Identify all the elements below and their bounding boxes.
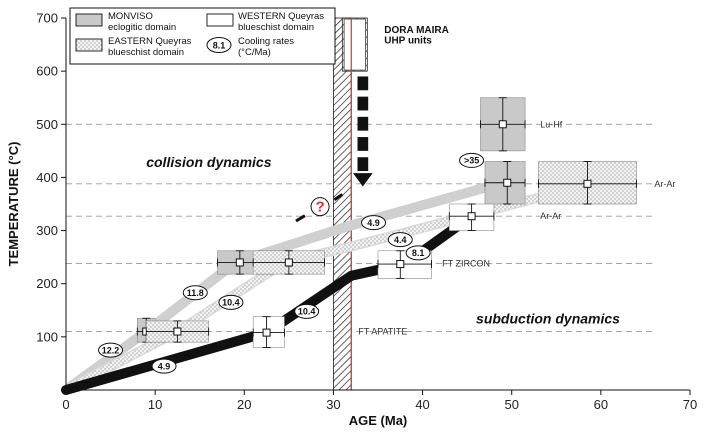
cooling-rate-label: 11.8	[187, 288, 204, 298]
x-tick-label: 70	[683, 397, 697, 412]
cooling-rate-labels: 12.2 4.9 11.8 10.4 10.4 4.9 4.4 8.1 >35?	[98, 152, 485, 374]
cooling-rate-label: 12.2	[102, 345, 120, 355]
arrow-dash	[357, 116, 369, 131]
y-tick-label: 200	[36, 276, 58, 291]
cooling-rate-badge	[218, 294, 244, 310]
eastern-data-point	[284, 258, 293, 267]
reference-lines: Lu-Hf Ar-Ar Ar-Ar FT ZIRCON FT APATITE	[66, 119, 675, 337]
cooling-rate-label: >35	[464, 156, 479, 166]
arrow-dash	[357, 76, 369, 91]
y-tick-label: 300	[36, 223, 58, 238]
arrow-dash	[357, 137, 369, 151]
dynamics-annotation: subduction dynamics	[476, 311, 620, 327]
monviso-data-point	[503, 178, 512, 187]
cooling-rate-badge	[294, 303, 320, 319]
x-tick-label: 50	[504, 397, 518, 412]
reference-line-label: FT ZIRCON	[442, 259, 490, 269]
x-tick-label: 20	[237, 397, 251, 412]
cooling-rate-label: 10.4	[222, 298, 240, 308]
monviso-data-point	[235, 258, 244, 267]
legend-sublabel: blueschist domain	[238, 22, 314, 33]
question-badge	[310, 197, 330, 217]
x-tick-label: 10	[148, 397, 162, 412]
y-tick-label: 600	[36, 64, 58, 79]
question-mark-label: ?	[315, 199, 324, 216]
legend-label: Cooling rates	[238, 36, 294, 47]
eastern-data-point	[173, 327, 182, 336]
cooling-rate-label: 4.9	[367, 218, 380, 228]
dora-maira-hatched-band	[333, 17, 352, 391]
reference-line-label: FT APATITE	[358, 327, 407, 337]
cooling-rate-badge	[459, 152, 485, 168]
cooling-rate-badge	[361, 215, 387, 231]
cooling-paths	[61, 177, 597, 395]
x-axis-title: AGE (Ma)	[349, 413, 408, 428]
dora-maira-uhp-inner	[343, 18, 366, 71]
cooling-rate-badge	[405, 245, 431, 261]
x-tick-label: 30	[326, 397, 340, 412]
dash-mark	[333, 193, 344, 201]
cooling-rate-badge	[151, 358, 177, 374]
eastern-data-point	[583, 179, 592, 188]
y-tick-label: 700	[36, 11, 58, 26]
cooling-rate-label: 4.9	[158, 361, 171, 371]
cooling-rate-label: 10.4	[298, 307, 316, 317]
legend-sublabel: (°C/Ma)	[238, 47, 271, 58]
legend-swatch-monviso	[75, 13, 103, 27]
western-data-point	[396, 260, 405, 269]
y-axis-title: TEMPERATURE (°C)	[6, 142, 21, 267]
legend-label: MONVISO	[108, 11, 153, 22]
reference-line-label: Lu-Hf	[540, 119, 563, 129]
cooling-rate-badge	[182, 285, 208, 301]
legend-sublabel: blueschist domain	[108, 47, 184, 58]
dora-maira-title: DORA MAIRA	[384, 25, 449, 36]
y-tick-label: 500	[36, 117, 58, 132]
data-points	[136, 97, 637, 348]
legend-label: EASTERN Queyras	[108, 36, 192, 47]
arrow-dash	[357, 96, 369, 111]
dash-mark	[295, 214, 306, 223]
cooling-rate-badge	[387, 232, 413, 248]
y-tick-label: 100	[36, 329, 58, 344]
reference-line-label: Ar-Ar	[654, 179, 675, 189]
arrow-dash	[357, 157, 369, 172]
dynamics-annotation: collision dynamics	[146, 154, 271, 170]
western-data-point	[262, 328, 271, 337]
reference-line-label: Ar-Ar	[540, 211, 561, 221]
legend-swatch-eastern	[75, 38, 103, 52]
y-tick-label: 400	[36, 170, 58, 185]
legend-sublabel: eclogitic domain	[108, 22, 176, 33]
dora-maira-subtitle: UHP units	[384, 36, 432, 47]
legend-box	[69, 7, 336, 65]
legend-rate-badge	[206, 37, 232, 53]
western-data-point	[467, 212, 476, 221]
annotations: collision dynamics subduction dynamics	[146, 154, 620, 327]
monviso-data-point	[498, 120, 507, 129]
axes: 0 10 20 30 40 50 60 70 100 200 300 400 500 600 700 AGE …	[6, 11, 697, 429]
arrow-head-icon	[353, 173, 373, 187]
x-tick-label: 60	[594, 397, 608, 412]
cooling-rate-label: 8.1	[412, 248, 425, 258]
x-tick-label: 0	[62, 397, 69, 412]
cooling-rate-badge	[98, 342, 124, 358]
legend-rate-label: 8.1	[213, 41, 226, 51]
legend-swatch-western	[206, 13, 234, 27]
legend-label: WESTERN Queyras	[238, 11, 324, 22]
x-tick-label: 40	[415, 397, 429, 412]
cooling-rate-label: 4.4	[394, 235, 407, 245]
